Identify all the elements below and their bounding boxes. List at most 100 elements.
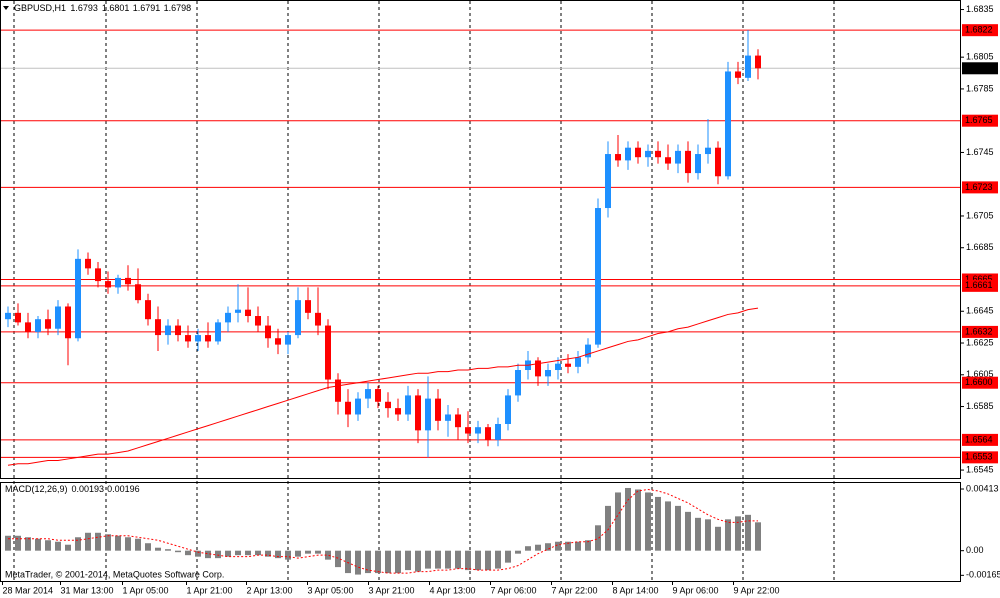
- candle-body: [15, 312, 21, 323]
- candle-body: [535, 360, 541, 377]
- macd-bar: [595, 525, 601, 551]
- y-tick-label: 1.6585: [966, 401, 994, 411]
- candle-body: [155, 319, 161, 336]
- candle-body: [75, 258, 81, 339]
- candle-body: [295, 300, 301, 336]
- header-high: 1.6801: [102, 3, 130, 13]
- macd-bar: [355, 550, 361, 575]
- macd-bar: [25, 537, 31, 551]
- header-close: 1.6798: [164, 3, 192, 13]
- candle-body: [235, 309, 241, 313]
- macd-bar: [325, 550, 331, 560]
- macd-bar: [115, 535, 121, 551]
- candle-body: [35, 319, 41, 332]
- candle-body: [145, 300, 151, 320]
- macd-bar: [485, 550, 491, 571]
- y-tick-label: 1.6605: [966, 369, 994, 379]
- candle-body: [125, 277, 131, 285]
- candle-body: [435, 398, 441, 421]
- y-tick-label: 1.6645: [966, 306, 994, 316]
- candle-body: [685, 150, 691, 174]
- macd-bar: [395, 550, 401, 574]
- macd-panel-frame: [0, 482, 961, 582]
- macd-bar: [55, 541, 61, 551]
- macd-bar: [385, 550, 391, 574]
- candle-body: [225, 312, 231, 323]
- macd-bar: [705, 519, 711, 551]
- x-tick-label: 9 Apr 06:00: [673, 585, 719, 595]
- macd-header: MACD(12,26,9) 0.00193 0.00196: [5, 484, 140, 494]
- y-tick-label: 1.6805: [966, 52, 994, 62]
- y-tick-label: -0.00165: [966, 570, 1000, 580]
- macd-value: 0.00193: [72, 484, 105, 494]
- candle-body: [205, 335, 211, 342]
- macd-bar: [65, 544, 71, 551]
- candle-body: [345, 401, 351, 415]
- candle-body: [185, 335, 191, 342]
- macd-bar: [635, 489, 641, 551]
- candle-body: [415, 395, 421, 431]
- candle-body: [215, 322, 221, 342]
- candle-body: [105, 281, 111, 288]
- signal-value: 0.00196: [107, 484, 140, 494]
- macd-bar: [285, 550, 291, 560]
- macd-title: MACD(12,26,9): [5, 484, 68, 494]
- level-label-box: [962, 279, 998, 292]
- y-tick-label: 1.6685: [966, 242, 994, 252]
- x-tick-label: 4 Apr 13:00: [430, 585, 476, 595]
- candle-body: [325, 325, 331, 380]
- level-label-box: [962, 325, 998, 338]
- candle-body: [175, 325, 181, 336]
- candle-body: [115, 277, 121, 288]
- macd-bar: [145, 543, 151, 551]
- candle-body: [655, 150, 661, 158]
- candle-body: [445, 414, 451, 421]
- candle-body: [25, 322, 31, 332]
- macd-bar: [435, 550, 441, 569]
- x-tick-label: 7 Apr 06:00: [491, 585, 537, 595]
- candle-body: [395, 408, 401, 415]
- x-tick-label: 8 Apr 14:00: [613, 585, 659, 595]
- macd-bar: [605, 505, 611, 551]
- macd-bar: [345, 550, 351, 574]
- candle-body: [365, 389, 371, 399]
- x-tick-label: 3 Apr 05:00: [308, 585, 354, 595]
- level-label: 1.6822: [965, 25, 993, 35]
- macd-bar: [265, 550, 271, 557]
- macd-bar: [445, 550, 451, 569]
- macd-bar: [135, 538, 141, 551]
- macd-bar: [465, 550, 471, 571]
- level-label-box: [962, 24, 998, 37]
- macd-bar: [125, 537, 131, 551]
- macd-bar: [515, 550, 521, 554]
- macd-bar: [275, 550, 281, 559]
- candle-body: [585, 344, 591, 358]
- macd-bar: [685, 511, 691, 551]
- macd-bar: [205, 550, 211, 559]
- candle-body: [515, 370, 521, 396]
- level-label-box: [962, 433, 998, 446]
- candle-body: [555, 363, 561, 371]
- macd-bar: [585, 540, 591, 551]
- candle-body: [55, 306, 61, 329]
- macd-bar: [185, 550, 191, 556]
- macd-bar: [45, 540, 51, 551]
- current-price-box: [962, 62, 998, 75]
- candle-body: [635, 147, 641, 158]
- level-label-box: [962, 114, 998, 127]
- x-tick-label: 2 Apr 13:00: [247, 585, 293, 595]
- level-label: 1.6553: [965, 452, 993, 462]
- level-label: 1.6765: [965, 115, 993, 125]
- macd-bar: [405, 550, 411, 571]
- candle-body: [495, 424, 501, 440]
- y-tick-label: 1.6625: [966, 337, 994, 347]
- macd-bar: [615, 492, 621, 551]
- header-low: 1.6791: [133, 3, 161, 13]
- macd-bar: [15, 535, 21, 551]
- candle-body: [85, 258, 91, 269]
- candle-body: [385, 401, 391, 409]
- candle-body: [95, 268, 101, 282]
- candle-body: [665, 157, 671, 164]
- candle-body: [315, 312, 321, 326]
